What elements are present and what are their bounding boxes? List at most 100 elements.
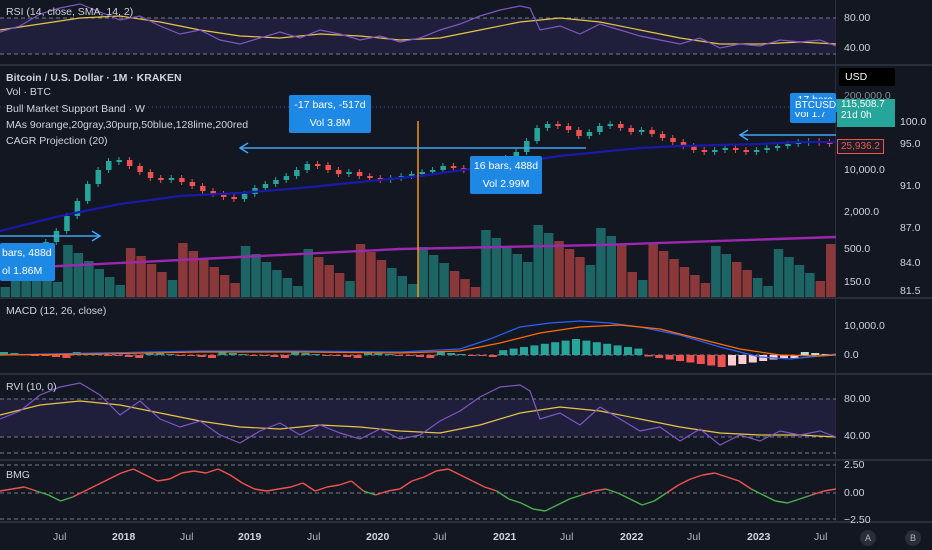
volume-bar [251, 254, 261, 297]
candle [659, 134, 666, 138]
candle [576, 130, 582, 136]
measure-box-3[interactable]: bars, 488d ol 1.86M [0, 243, 55, 281]
bmg-segment [484, 486, 497, 492]
volume-bar [721, 254, 731, 297]
volume-bar [627, 272, 637, 297]
macd-bar [31, 355, 40, 356]
macd-bar [364, 352, 372, 355]
currency-button[interactable]: USD [839, 68, 895, 86]
macd-bar [811, 353, 820, 355]
macd-pane[interactable]: MACD (12, 26, close) [0, 299, 836, 373]
macd-bar [114, 355, 123, 356]
candle [189, 182, 196, 186]
macd-bar [135, 355, 144, 358]
bmg-segment [60, 496, 73, 502]
xaxis-label: Jul [687, 531, 701, 543]
candle [137, 166, 143, 172]
volume-bar [63, 245, 73, 297]
bmg-segment [12, 486, 25, 490]
log-scale-button[interactable]: B [905, 530, 921, 546]
macd-bar [166, 354, 175, 355]
bmg-pane[interactable]: BMG [0, 461, 836, 521]
bmg-segment [205, 468, 219, 474]
volume-bar [94, 269, 104, 297]
volume-bars [0, 225, 836, 297]
volume-bar [658, 251, 669, 297]
main-price-pane[interactable]: Bitcoin / U.S. Dollar · 1M · KRAKEN Vol … [0, 66, 836, 297]
candle [764, 148, 770, 150]
macd-bar [249, 355, 258, 356]
measure-1-vol: Vol 3.8M [309, 117, 351, 129]
macd-bar [468, 355, 476, 356]
volume-bar [669, 259, 679, 297]
candle [712, 150, 718, 152]
macd-bar [41, 355, 50, 356]
bmg-segment [411, 476, 425, 482]
volume-bar [617, 244, 627, 297]
rvi-plot [0, 382, 836, 454]
legend-bull-band[interactable]: Bull Market Support Band · W [6, 103, 145, 115]
rvi-pane[interactable]: RVI (10, 0) [0, 375, 836, 459]
candle [158, 178, 164, 180]
candle [544, 124, 551, 128]
macd-bar [800, 352, 809, 355]
candle [618, 124, 624, 128]
macd-bar [769, 355, 778, 360]
measure-box-2[interactable]: 16 bars, 488d Vol 2.99M [470, 156, 542, 194]
macd-tick-0: 0.0 [844, 349, 859, 361]
candle [743, 150, 749, 152]
macd-bar [540, 343, 549, 355]
volume-bar [679, 267, 690, 297]
legend-cagr[interactable]: CAGR Projection (20) [6, 135, 108, 147]
volume-bar [105, 277, 115, 297]
volume-bar [376, 260, 387, 297]
bmg-segment [36, 490, 49, 496]
macd-bar [655, 355, 664, 358]
bmg-segment [593, 488, 606, 492]
bmg-segment [266, 488, 279, 492]
volume-bar [418, 247, 428, 297]
bmg-segment [496, 490, 510, 500]
macd-bar [312, 354, 320, 355]
candle [273, 180, 279, 184]
rsi-pane[interactable]: RSI (14, close, SMA, 14, 2) [0, 0, 837, 64]
volume-bar [554, 241, 564, 297]
candle [315, 164, 321, 166]
candle [325, 165, 331, 170]
legend-volume[interactable]: Vol · BTC [6, 86, 51, 98]
bmg-segment [314, 486, 328, 492]
volume-bar [794, 265, 805, 297]
volume-bar [293, 286, 303, 297]
volume-bar [146, 264, 157, 297]
macd-bar [291, 352, 300, 355]
main-tick-500: 500.0 [844, 243, 871, 255]
macd-bar [738, 355, 747, 364]
macd-bar [384, 354, 393, 355]
macd-bar [821, 354, 830, 355]
macd-line [0, 320, 836, 360]
rsi-label: RSI (14, close, SMA, 14, 2) [6, 6, 134, 18]
bmg-segment [375, 490, 388, 496]
legend-mas[interactable]: MAs 9orange,20gray,30purp,50blue,128lime… [6, 119, 249, 131]
candle [220, 194, 227, 197]
volume-bar [303, 249, 313, 297]
measure-box-1[interactable]: -17 bars, -517d Vol 3.8M [289, 95, 371, 133]
macd-bar [218, 352, 227, 355]
volume-bar [815, 281, 826, 297]
macd-bar [405, 355, 414, 356]
bmg-segment [472, 480, 485, 488]
candle [628, 128, 634, 132]
chart-title: Bitcoin / U.S. Dollar · 1M · KRAKEN [6, 72, 182, 84]
bmg-segment [96, 478, 110, 486]
bmg-segment [72, 490, 86, 498]
candle [356, 172, 363, 176]
bmg-segment [423, 470, 437, 478]
volume-bar [272, 270, 282, 297]
candle [429, 170, 436, 172]
bmg-segment [84, 484, 98, 492]
volume-bar [460, 279, 470, 297]
auto-scale-button[interactable]: A [860, 530, 876, 546]
macd-bar [260, 355, 268, 356]
bmg-segment [254, 488, 267, 492]
price-tag-value: 115,508.7 [841, 99, 885, 110]
